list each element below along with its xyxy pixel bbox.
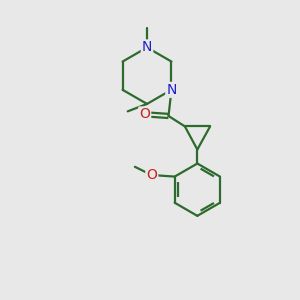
Text: O: O — [139, 107, 150, 122]
Text: O: O — [146, 168, 157, 182]
Text: N: N — [166, 83, 177, 97]
Text: N: N — [142, 40, 152, 55]
